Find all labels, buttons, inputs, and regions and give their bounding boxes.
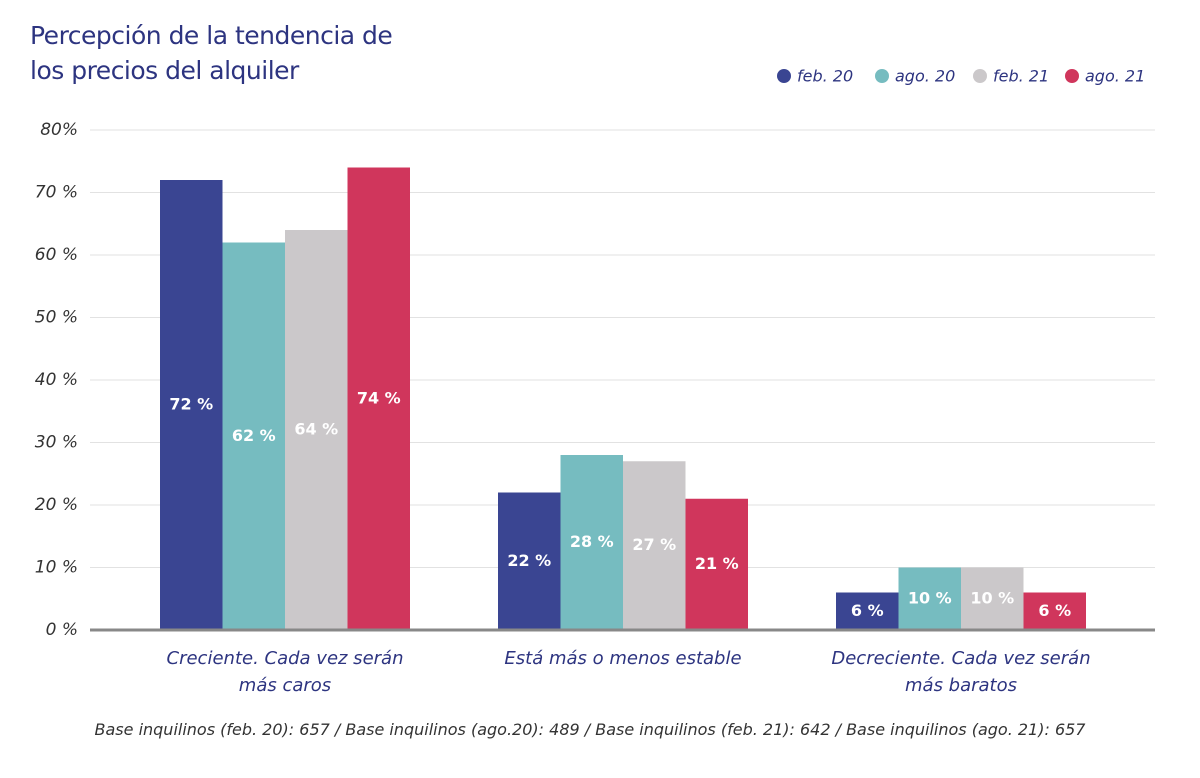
- value-label: 21 %: [695, 554, 739, 573]
- legend-marker: [777, 69, 791, 83]
- legend-label: ago. 20: [895, 67, 955, 86]
- bar: [285, 230, 348, 630]
- y-tick-label: 0 %: [46, 620, 78, 640]
- x-tick-label: Creciente. Cada vez serán más caros: [166, 648, 404, 696]
- footnote: Base inquilinos (feb. 20): 657 / Base in…: [94, 720, 1086, 739]
- bar: [1023, 592, 1086, 630]
- y-tick-label: 10 %: [35, 558, 78, 578]
- bar: [836, 592, 899, 630]
- bar: [222, 242, 285, 630]
- legend-marker: [1065, 69, 1079, 83]
- bar: [560, 455, 623, 630]
- y-tick-label: 70 %: [35, 183, 78, 203]
- y-tick-label: 20 %: [35, 495, 78, 515]
- value-label: 62 %: [232, 426, 276, 445]
- y-tick-label: 80%: [40, 120, 78, 140]
- bar: [961, 567, 1024, 630]
- chart-title: Percepción de la tendencia de los precio…: [30, 21, 393, 85]
- bar: [498, 492, 561, 630]
- bar: [623, 461, 686, 630]
- value-label: 10 %: [970, 588, 1014, 607]
- value-label: 72 %: [169, 395, 213, 414]
- value-label: 6 %: [1038, 601, 1071, 620]
- y-tick-label: 60 %: [35, 245, 78, 265]
- value-label: 64 %: [294, 420, 338, 439]
- legend-label: feb. 21: [993, 67, 1049, 86]
- x-tick-label: Decreciente. Cada vez serán más baratos: [831, 648, 1091, 696]
- legend-marker: [973, 69, 987, 83]
- legend-marker: [875, 69, 889, 83]
- x-tick-label: Está más o menos estable: [504, 648, 742, 669]
- bar: [347, 167, 410, 630]
- value-label: 22 %: [507, 551, 551, 570]
- value-label: 10 %: [908, 588, 952, 607]
- bar: [160, 180, 223, 630]
- value-label: 6 %: [851, 601, 884, 620]
- y-tick-label: 40 %: [35, 370, 78, 390]
- y-tick-label: 50 %: [35, 308, 78, 328]
- value-label: 28 %: [570, 532, 614, 551]
- bar: [685, 498, 748, 630]
- y-tick-label: 30 %: [35, 433, 78, 453]
- legend-label: feb. 20: [797, 67, 853, 86]
- value-label: 74 %: [357, 388, 401, 407]
- bar: [898, 567, 961, 630]
- value-label: 27 %: [632, 535, 676, 554]
- legend-label: ago. 21: [1085, 67, 1145, 86]
